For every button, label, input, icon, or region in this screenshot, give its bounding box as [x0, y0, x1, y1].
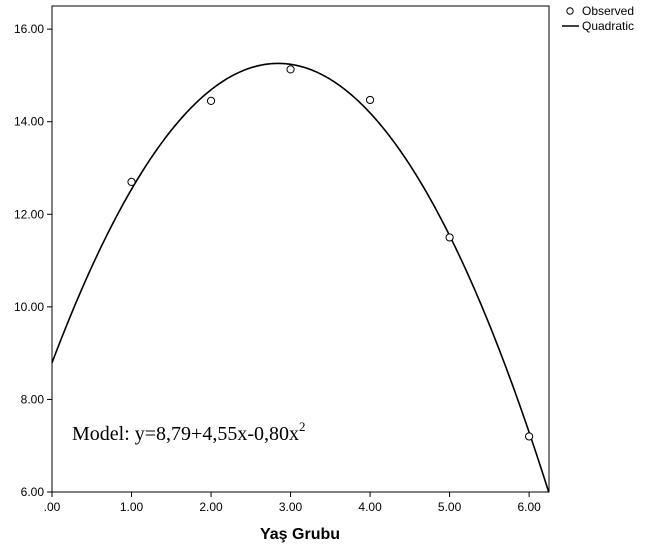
y-tick-label: 14.00: [14, 115, 44, 129]
x-axis-title: Yaş Grubu: [260, 526, 340, 543]
legend: Observed Quadratic: [562, 4, 634, 33]
model-annotation-text: Model: y=8,79+4,55x-0,80x: [72, 423, 299, 445]
model-annotation-superscript: 2: [299, 419, 306, 434]
legend-quadratic-label: Quadratic: [582, 19, 634, 33]
x-tick-label: 3.00: [279, 500, 303, 514]
model-annotation: Model: y=8,79+4,55x-0,80x2: [72, 419, 306, 445]
y-tick-label: 10.00: [14, 300, 44, 314]
x-tick-label: .00: [44, 500, 61, 514]
y-tick-label: 12.00: [14, 207, 44, 221]
x-tick-label: 6.00: [517, 500, 541, 514]
y-tick-label: 8.00: [21, 392, 45, 406]
plot-frame: [51, 5, 550, 493]
x-tick-label: 1.00: [120, 500, 144, 514]
x-tick-label: 5.00: [438, 500, 462, 514]
observed-point: [525, 432, 534, 441]
y-tick-label: 16.00: [14, 22, 44, 36]
observed-points-layer: [127, 65, 534, 441]
legend-observed-marker: [566, 7, 574, 15]
x-tick-label: 2.00: [199, 500, 223, 514]
observed-point: [445, 233, 454, 242]
observed-point: [206, 96, 216, 105]
y-axis: 6.00 8.00 10.00 12.00 14.00 16.00: [14, 22, 52, 499]
x-tick-label: 4.00: [358, 500, 382, 514]
y-tick-label: 6.00: [21, 485, 45, 499]
legend-observed-label: Observed: [582, 4, 634, 18]
observed-point: [127, 177, 136, 186]
observed-point: [365, 95, 375, 105]
x-axis: .00 1.00 2.00 3.00 4.00 5.00 6.00: [44, 492, 541, 514]
observed-point: [286, 65, 295, 74]
